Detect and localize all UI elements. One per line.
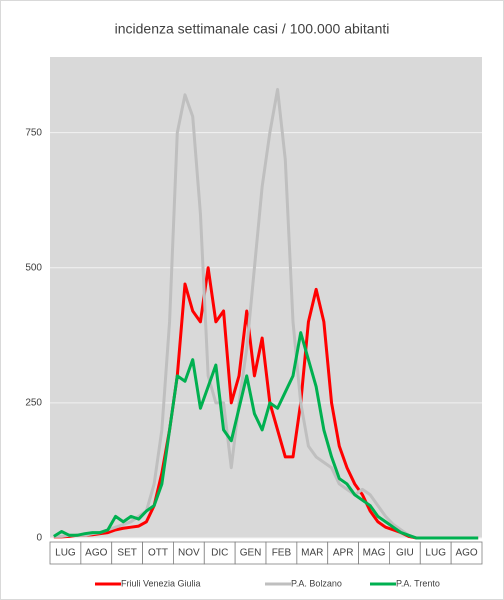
x-tick-label: AGO — [455, 548, 477, 559]
x-tick-label: MAR — [301, 548, 323, 559]
x-category-box — [450, 541, 483, 565]
x-tick-label: OTT — [148, 548, 168, 559]
x-tick-label: NOV — [178, 548, 200, 559]
x-tick-label: GEN — [240, 548, 262, 559]
legend-label: P.A. Trento — [396, 578, 440, 588]
y-tick-label: 250 — [25, 398, 42, 409]
x-tick-label: SET — [117, 548, 136, 559]
y-tick-label: 0 — [36, 533, 42, 544]
plot-area — [50, 57, 482, 538]
legend-label: P.A. Bolzano — [291, 578, 342, 588]
chart-title: incidenza settimanale casi / 100.000 abi… — [115, 21, 390, 37]
x-tick-label: LUG — [425, 548, 446, 559]
y-tick-label: 750 — [25, 127, 42, 138]
series-line — [53, 331, 479, 540]
x-tick-label: APR — [333, 548, 354, 559]
x-tick-label: AGO — [85, 548, 107, 559]
y-tick-label: 500 — [25, 262, 42, 273]
x-tick-label: DIC — [211, 548, 228, 559]
x-tick-label: LUG — [55, 548, 76, 559]
x-tick-label: FEB — [272, 548, 292, 559]
legend-label: Friuli Venezia Giulia — [121, 578, 201, 588]
x-tick-label: GIU — [396, 548, 414, 559]
x-tick-label: MAG — [363, 548, 386, 559]
